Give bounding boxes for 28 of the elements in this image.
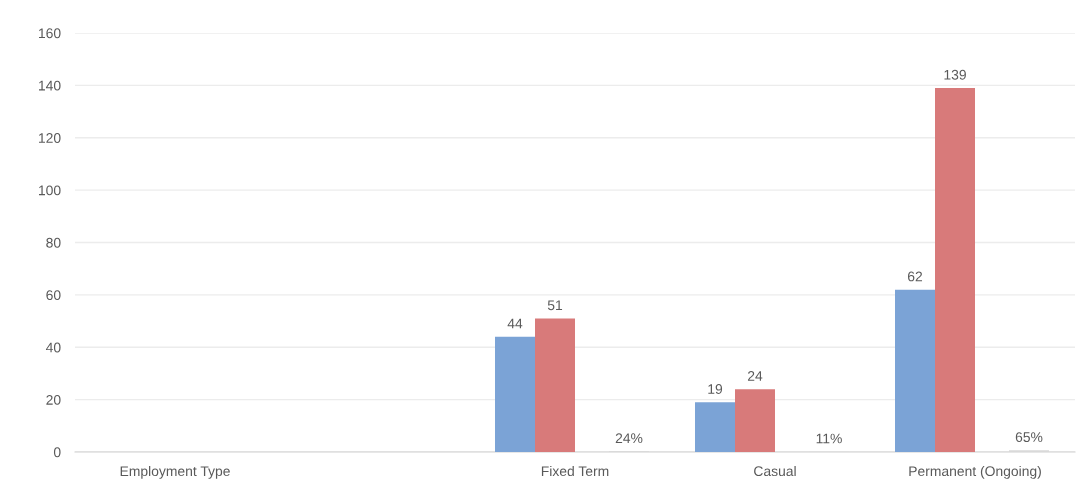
bar	[935, 87, 975, 452]
data-label: 11%	[816, 433, 842, 444]
bar	[535, 318, 575, 452]
y-tick-label: 20	[46, 394, 61, 405]
bar	[735, 389, 775, 452]
bar	[495, 336, 535, 452]
bar	[895, 289, 935, 452]
y-tick-label: 60	[46, 290, 61, 301]
x-tick-label: Fixed Term	[541, 465, 609, 477]
x-tick-label: Employment Type	[120, 465, 230, 479]
y-tick-label: 80	[46, 237, 61, 248]
y-tick-label: 0	[53, 447, 61, 458]
data-label: 44	[507, 318, 523, 329]
y-tick-label: 120	[39, 133, 61, 143]
x-tick-label: Casual	[754, 465, 796, 477]
data-label: 24%	[615, 433, 643, 444]
y-tick-label: 100	[39, 185, 61, 196]
bar	[695, 402, 735, 452]
y-tick-label: 160	[39, 28, 61, 39]
x-tick-label: Permanent (Ongoing)	[909, 465, 1041, 479]
data-label: 24	[747, 371, 763, 381]
data-label: 51	[547, 300, 563, 311]
y-tick-label: 40	[45, 342, 61, 353]
data-label: 65%	[1015, 432, 1043, 442]
data-label: 139	[944, 69, 966, 80]
data-label: 19	[708, 384, 723, 394]
data-label: 62	[907, 271, 923, 282]
y-tick-label: 140	[39, 80, 61, 91]
